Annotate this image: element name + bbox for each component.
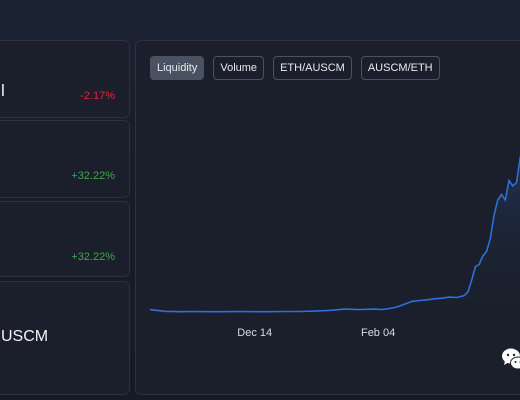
chart-tabs: Liquidity Volume ETH/AUSCM AUSCM/ETH	[150, 56, 440, 80]
stat-card-2: +32.22%	[0, 120, 130, 198]
stat-card-1: l -2.17%	[0, 40, 130, 118]
stat-value: USCM	[1, 328, 49, 345]
stat-card-4: USCM	[0, 281, 130, 395]
stat-change: -2.17%	[80, 90, 115, 102]
liquidity-chart: Dec 14 Feb 04	[149, 156, 520, 339]
tab-liquidity[interactable]: Liquidity	[150, 56, 205, 80]
x-tick-label: Dec 14	[237, 327, 272, 339]
chart-area-fill	[150, 158, 520, 318]
stat-change: +32.22%	[71, 170, 115, 182]
tab-auscm-eth[interactable]: AUSCM/ETH	[360, 56, 440, 80]
stat-card-3: +32.22%	[0, 201, 130, 277]
chart-series-line	[149, 156, 520, 313]
x-tick-label: Feb 04	[361, 327, 395, 339]
tab-eth-auscm[interactable]: ETH/AUSCM	[273, 56, 352, 80]
stat-value: l	[1, 81, 5, 100]
chart-panel: Dec 14 Feb 04 Liquidity Volume ETH/AUSCM …	[135, 40, 520, 395]
stat-change: +32.22%	[71, 251, 115, 263]
tab-volume[interactable]: Volume	[213, 56, 265, 80]
wechat-icon	[502, 348, 520, 370]
